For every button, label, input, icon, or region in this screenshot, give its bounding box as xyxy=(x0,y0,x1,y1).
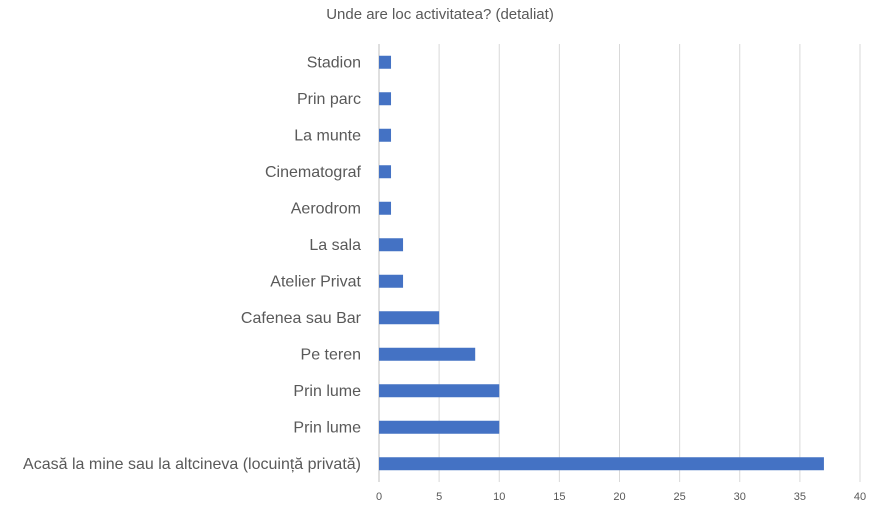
category-label: Cafenea sau Bar xyxy=(241,310,362,327)
bar xyxy=(379,384,500,398)
category-label: Aerodrom xyxy=(291,200,361,217)
bar xyxy=(379,457,824,471)
category-label: Cinematograf xyxy=(265,164,362,181)
category-label: Pe teren xyxy=(301,346,361,363)
bar xyxy=(379,165,392,179)
bar xyxy=(379,55,392,69)
x-tick-label: 0 xyxy=(376,491,382,503)
bar xyxy=(379,128,392,142)
x-tick-label: 5 xyxy=(436,491,442,503)
bar xyxy=(379,347,476,361)
x-tick-label: 25 xyxy=(674,491,686,503)
category-labels: Stadion Prin parc La munte Cinematograf Aero… xyxy=(23,54,362,473)
x-tick-label: 35 xyxy=(794,491,806,503)
bar xyxy=(379,311,440,325)
chart-title: Unde are loc activitatea? (detaliat) xyxy=(326,6,554,23)
x-tick-label: 30 xyxy=(734,491,746,503)
bar xyxy=(379,201,392,215)
bar xyxy=(379,420,500,434)
category-label: La sala xyxy=(309,237,361,254)
bars xyxy=(379,55,824,471)
category-label: Prin lume xyxy=(293,383,361,400)
x-tick-label: 10 xyxy=(493,491,505,503)
x-tick-label: 40 xyxy=(854,491,866,503)
bar xyxy=(379,92,392,106)
category-label: Atelier Privat xyxy=(270,273,361,290)
category-label: Prin parc xyxy=(297,91,361,108)
bar xyxy=(379,238,404,252)
x-tick-label: 15 xyxy=(553,491,565,503)
bar xyxy=(379,274,404,288)
category-label: Stadion xyxy=(307,54,361,71)
x-tick-labels: 0 5 10 15 20 25 30 35 40 xyxy=(376,491,866,503)
category-label: Prin lume xyxy=(293,419,361,436)
x-tick-label: 20 xyxy=(613,491,625,503)
grid-lines xyxy=(378,44,861,482)
category-label: La munte xyxy=(294,127,361,144)
category-label: Acasă la mine sau la altcineva (locuință… xyxy=(23,456,361,473)
